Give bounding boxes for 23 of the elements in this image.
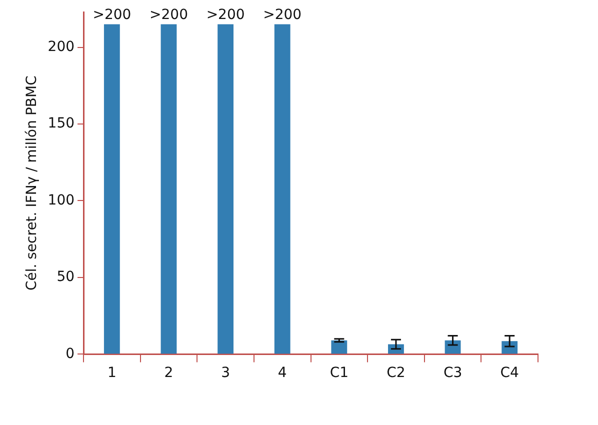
y-tick-label: 200 — [48, 38, 75, 55]
x-tick-label: C2 — [386, 365, 406, 382]
data-label: >200 — [92, 6, 132, 23]
x-tick-label: 4 — [278, 365, 287, 382]
data-label: >200 — [150, 6, 188, 23]
y-tick-label: 50 — [56, 269, 75, 286]
x-tick-label: 1 — [107, 365, 116, 382]
data-label: >200 — [206, 6, 245, 23]
bar — [104, 24, 120, 354]
x-tick-label: 2 — [164, 365, 174, 382]
x-tick-label: C3 — [443, 365, 462, 382]
x-tick-label: 3 — [221, 365, 230, 382]
y-tick-label: 150 — [48, 116, 75, 132]
y-tick-label: 100 — [48, 192, 75, 208]
bar — [274, 24, 290, 354]
y-axis-title: Cél. secret. IFNγ / millón PBMC — [24, 75, 40, 291]
bar — [218, 24, 234, 354]
y-tick-label: 0 — [66, 346, 75, 362]
data-label: >200 — [263, 6, 302, 23]
x-tick-label: C1 — [330, 365, 349, 382]
bar — [331, 340, 348, 354]
bar — [160, 24, 177, 354]
x-tick-label: C4 — [500, 365, 520, 382]
